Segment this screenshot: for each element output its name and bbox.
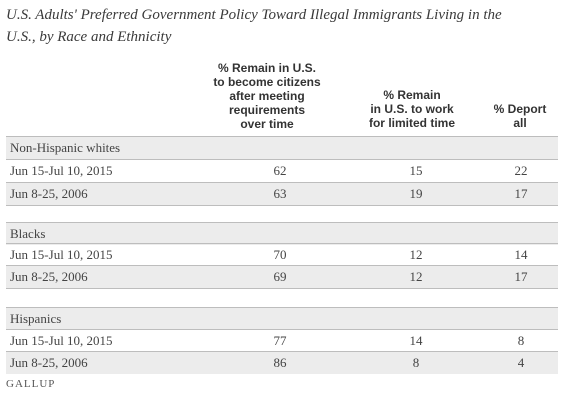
header-line: over time <box>240 117 294 131</box>
header-line: after meeting <box>229 89 305 103</box>
value-cell: 63 <box>273 186 287 201</box>
header-line: % Remain in U.S. <box>217 61 317 75</box>
value-cell: 77 <box>273 333 287 348</box>
group-header-row: Non-Hispanic whites <box>6 136 558 159</box>
table-row: Jun 15-Jul 10, 2015 70 12 14 <box>6 243 558 266</box>
table-row: Jun 8-25, 2006 69 12 17 <box>6 265 558 288</box>
header-line: all <box>513 116 527 130</box>
value-cell: 14 <box>409 333 423 348</box>
value-cell: 12 <box>409 269 423 284</box>
spacer-row <box>6 288 558 311</box>
row-label: Jun 8-25, 2006 <box>10 269 88 284</box>
row-label: Jun 15-Jul 10, 2015 <box>10 163 113 178</box>
chart-title: U.S. Adults' Preferred Government Policy… <box>6 4 558 48</box>
group-header-row: Hispanics <box>6 307 558 330</box>
value-cell: 8 <box>412 355 420 370</box>
value-cell: 22 <box>514 163 528 178</box>
value-cell: 14 <box>514 247 528 262</box>
value-cell: 8 <box>517 333 525 348</box>
group-label: Non-Hispanic whites <box>10 140 121 155</box>
value-cell: 70 <box>273 247 287 262</box>
value-cell: 12 <box>409 247 423 262</box>
table-row: Jun 8-25, 2006 63 19 17 <box>6 182 558 205</box>
value-cell: 86 <box>273 355 287 370</box>
column-header-citizens: % Remain in U.S. to become citizens afte… <box>200 61 334 131</box>
value-cell: 15 <box>409 163 423 178</box>
row-label: Jun 8-25, 2006 <box>10 355 88 370</box>
gallup-logo: GALLUP <box>6 378 56 390</box>
value-cell: 4 <box>517 355 525 370</box>
header-line: % Deport <box>493 102 547 116</box>
header-line: to become citizens <box>213 75 321 89</box>
group-label: Blacks <box>10 226 46 241</box>
value-cell: 17 <box>514 186 528 201</box>
column-header-deport: % Deport all <box>480 102 560 130</box>
column-header-work: % Remain in U.S. to work for limited tim… <box>346 88 478 130</box>
table-row: Jun 15-Jul 10, 2015 77 14 8 <box>6 329 558 352</box>
title-line-1: U.S. Adults' Preferred Government Policy… <box>6 7 502 23</box>
header-line: in U.S. to work <box>370 102 454 116</box>
value-cell: 69 <box>273 269 287 284</box>
row-label: Jun 8-25, 2006 <box>10 186 88 201</box>
table-row: Jun 8-25, 2006 86 8 4 <box>6 351 558 374</box>
value-cell: 19 <box>409 186 423 201</box>
row-label: Jun 15-Jul 10, 2015 <box>10 247 113 262</box>
spacer-row <box>6 205 558 228</box>
group-label: Hispanics <box>10 311 62 326</box>
title-line-2: U.S., by Race and Ethnicity <box>6 29 172 45</box>
value-cell: 62 <box>273 163 287 178</box>
header-line: for limited time <box>368 116 455 130</box>
header-line: requirements <box>228 103 306 117</box>
header-line: % Remain <box>383 88 441 102</box>
value-cell: 17 <box>514 269 528 284</box>
group-header-row: Blacks <box>6 222 558 245</box>
row-label: Jun 15-Jul 10, 2015 <box>10 333 113 348</box>
table-row: Jun 15-Jul 10, 2015 62 15 22 <box>6 159 558 182</box>
